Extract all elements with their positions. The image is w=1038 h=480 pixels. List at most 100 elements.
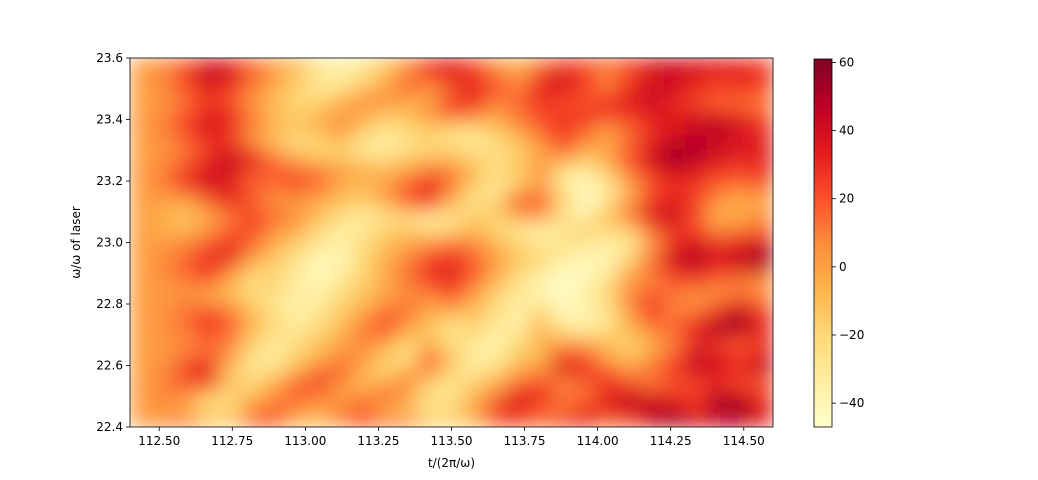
heatmap-cell	[728, 287, 752, 301]
heatmap-cell	[617, 325, 641, 339]
heatmap-cell	[684, 325, 708, 339]
heatmap-cell	[285, 299, 308, 314]
heatmap-cell	[351, 299, 375, 314]
heatmap-cell	[662, 299, 685, 314]
heatmap-cell	[373, 350, 397, 364]
heatmap-cell	[617, 236, 641, 250]
heatmap-cell	[573, 108, 597, 123]
heatmap-cell	[662, 350, 685, 364]
heatmap-cell	[218, 197, 242, 212]
heatmap-cell	[396, 223, 419, 237]
heatmap-cell	[440, 121, 464, 135]
heatmap-cell	[573, 236, 597, 250]
heatmap-cell	[285, 376, 308, 390]
heatmap-cell	[617, 363, 641, 377]
x-tick-label: 112.50	[138, 434, 180, 448]
y-tick-label: 23.2	[96, 174, 123, 188]
heatmap-cell	[462, 96, 486, 110]
heatmap-cell	[263, 134, 286, 148]
heatmap-cell	[595, 274, 619, 288]
heatmap-cell	[263, 274, 286, 288]
heatmap-cell	[506, 223, 530, 237]
heatmap-cell	[263, 70, 286, 85]
heatmap-cell	[484, 147, 508, 161]
heatmap-cell	[551, 312, 575, 326]
heatmap-cell	[152, 185, 175, 199]
heatmap-cell	[218, 58, 242, 72]
heatmap-cell	[706, 197, 730, 212]
heatmap-cell	[595, 159, 619, 174]
heatmap-cell	[373, 159, 397, 174]
heatmap-cell	[218, 96, 242, 110]
heatmap-cell	[418, 134, 442, 148]
heatmap-cell	[396, 363, 419, 377]
heatmap-cell	[285, 236, 308, 250]
heatmap-cell	[551, 274, 575, 288]
heatmap-cell	[639, 159, 663, 174]
heatmap-cell	[706, 261, 730, 275]
heatmap-cell	[174, 299, 198, 314]
heatmap-cell	[462, 70, 486, 85]
heatmap-cell	[484, 401, 508, 415]
heatmap-cell	[595, 236, 619, 250]
heatmap-cell	[684, 350, 708, 364]
heatmap-cell	[595, 223, 619, 237]
heatmap-cell	[263, 147, 286, 161]
heatmap-cell	[639, 376, 663, 390]
heatmap-cell	[240, 58, 264, 72]
heatmap-cell	[684, 147, 708, 161]
heatmap-cell	[462, 185, 486, 199]
heatmap-cell	[706, 147, 730, 161]
heatmap-cell	[440, 261, 464, 275]
heatmap-cell	[174, 414, 198, 427]
heatmap-cell	[484, 134, 508, 148]
heatmap-cell	[329, 197, 353, 212]
heatmap-cell	[351, 108, 375, 123]
heatmap-cell	[684, 83, 708, 97]
heatmap-cell	[639, 287, 663, 301]
heatmap-cell	[573, 388, 597, 403]
heatmap-cell	[462, 312, 486, 326]
heatmap-cell	[595, 96, 619, 110]
heatmap-cell	[329, 261, 353, 275]
heatmap-cell	[706, 96, 730, 110]
heatmap-cell	[662, 236, 685, 250]
heatmap-cell	[440, 147, 464, 161]
heatmap-cell	[418, 185, 442, 199]
heatmap-cell	[240, 363, 264, 377]
heatmap-cell	[263, 83, 286, 97]
heatmap-cell	[351, 261, 375, 275]
heatmap-cell	[750, 108, 773, 123]
heatmap-cell	[506, 312, 530, 326]
heatmap-cell	[639, 70, 663, 85]
heatmap-cell	[462, 159, 486, 174]
heatmap-cell	[662, 108, 685, 123]
heatmap-cell	[551, 350, 575, 364]
heatmap-cell	[506, 159, 530, 174]
heatmap-cell	[551, 197, 575, 212]
heatmap-cell	[529, 58, 552, 72]
heatmap-cell	[529, 147, 552, 161]
heatmap-cell	[329, 376, 353, 390]
heatmap-cell	[285, 83, 308, 97]
heatmap-cell	[240, 414, 264, 427]
heatmap-cell	[196, 312, 220, 326]
heatmap-cell	[196, 70, 220, 85]
heatmap-cell	[617, 83, 641, 97]
heatmap-cell	[684, 108, 708, 123]
heatmap-cell	[240, 261, 264, 275]
heatmap-cell	[152, 96, 175, 110]
colorbar-tick-label: 0	[839, 260, 847, 274]
heatmap-cell	[396, 210, 419, 225]
heatmap-cell	[440, 70, 464, 85]
heatmap-cell	[573, 172, 597, 186]
heatmap-cell	[684, 248, 708, 263]
heatmap-cell	[529, 210, 552, 225]
heatmap-cell	[573, 83, 597, 97]
heatmap-cell	[418, 197, 442, 212]
heatmap-cell	[263, 337, 286, 352]
heatmap-cell	[218, 223, 242, 237]
heatmap-cell	[373, 83, 397, 97]
heatmap-cell	[595, 325, 619, 339]
heatmap-cell	[285, 274, 308, 288]
